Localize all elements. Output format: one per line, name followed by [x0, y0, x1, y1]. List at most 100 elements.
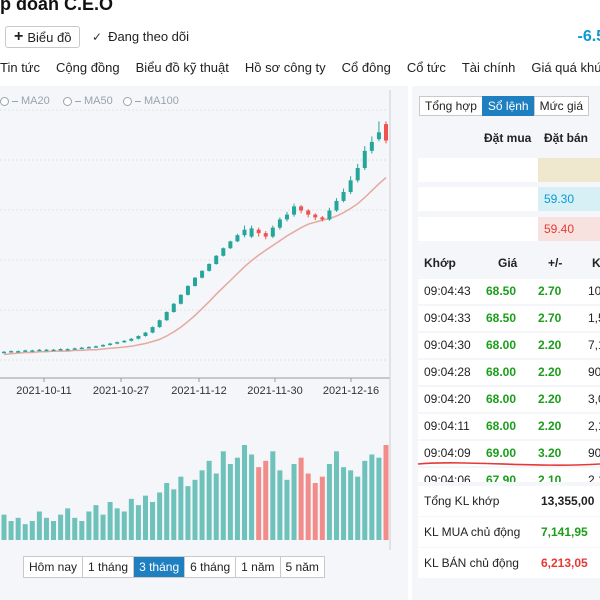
- trade-header-change: +/-: [548, 256, 563, 270]
- candle-body: [150, 327, 155, 333]
- candle-body: [79, 347, 84, 350]
- x-tick-label: 2021-11-12: [171, 385, 226, 397]
- trade-time: 09:04:28: [424, 365, 471, 379]
- trade-row: 09:04:28 68.00 2.20 90: [418, 360, 600, 385]
- candle-body: [327, 210, 332, 220]
- volume-bar: [326, 464, 332, 540]
- candle-body: [115, 342, 120, 344]
- nav-item-financials[interactable]: Tài chính: [461, 60, 516, 75]
- trade-header-volume: K: [592, 256, 600, 270]
- candle-body: [306, 210, 311, 215]
- ma-line: [3, 177, 387, 356]
- summary-label: KL MUA chủ động: [424, 525, 521, 539]
- candle-body: [157, 320, 162, 328]
- check-icon: ✓: [92, 29, 103, 44]
- trade-time: 09:04:06: [424, 473, 471, 482]
- candle-body: [376, 132, 381, 140]
- period-6m[interactable]: 6 tháng: [185, 557, 237, 577]
- volume-bar: [164, 483, 170, 540]
- candle-body: [384, 124, 388, 141]
- volume-bar: [15, 517, 21, 540]
- orderbook-header-bid: Đặt mua: [484, 131, 532, 145]
- volume-bar: [192, 479, 198, 540]
- candle-body: [86, 346, 91, 349]
- legend-ma50[interactable]: MA50: [63, 95, 113, 107]
- volume-bar: [107, 502, 113, 540]
- price-change: -6.50: [577, 28, 600, 45]
- candle-body: [72, 348, 77, 350]
- trade-price: 68.00: [486, 392, 517, 406]
- volume-bar: [270, 451, 276, 540]
- price-chart[interactable]: 2021-10-11 2021-10-27 2021-11-12 2021-11-30…: [0, 90, 400, 550]
- trade-row: 09:04:06 67.90 2.10 2,10: [418, 468, 600, 482]
- trade-time: 09:04:20: [424, 392, 471, 406]
- period-1m[interactable]: 1 tháng: [83, 557, 135, 577]
- trade-row: 09:04:33 68.50 2.70 1,50: [418, 306, 600, 331]
- volume-bar: [341, 467, 347, 540]
- volume-bar: [291, 464, 297, 540]
- candle-body: [292, 206, 297, 215]
- follow-toggle[interactable]: ✓ Đang theo dõi: [92, 29, 189, 44]
- nav-item-price-history[interactable]: Giá quá khứ: [531, 60, 600, 75]
- volume-bar: [199, 470, 205, 540]
- volume-bar: [58, 514, 64, 540]
- summary-value: 6,213,05: [541, 556, 588, 570]
- volume-bar: [86, 511, 92, 540]
- orderbook-row: [418, 158, 600, 182]
- trade-row: 09:04:11 68.00 2.20 2,10: [418, 414, 600, 439]
- nav-item-dividends[interactable]: Cổ tức: [406, 60, 446, 75]
- volume-bar: [65, 508, 71, 540]
- volume-bar: [22, 524, 28, 540]
- chart-button[interactable]: + Biểu đồ: [5, 26, 81, 48]
- trade-volume: 1,50: [588, 311, 600, 325]
- summary-label: KL BÁN chủ động: [424, 556, 519, 570]
- candle-body: [320, 217, 325, 220]
- trade-row: 09:04:20 68.00 2.20 3,00: [418, 387, 600, 412]
- trade-time: 09:04:30: [424, 338, 471, 352]
- candle-body: [348, 180, 353, 192]
- tab-orderbook[interactable]: Sổ lệnh: [481, 96, 535, 116]
- volume-bar: [114, 508, 120, 540]
- nav-item-community[interactable]: Cộng đồng: [56, 60, 120, 75]
- volume-bar: [256, 467, 262, 540]
- tab-price-levels[interactable]: Mức giá: [533, 96, 589, 116]
- trade-volume: 7,10: [588, 338, 600, 352]
- legend-ma100[interactable]: MA100: [123, 95, 179, 107]
- candle-body: [235, 235, 240, 242]
- trade-volume: 10: [588, 284, 600, 298]
- summary-label: Tổng KL khớp: [424, 494, 500, 508]
- nav-item-shareholders[interactable]: Cổ đông: [341, 60, 391, 75]
- ask-price-cell: 59.30: [538, 187, 600, 211]
- nav-item-news[interactable]: Tin tức: [0, 60, 41, 75]
- trade-header-time: Khớp: [424, 256, 456, 270]
- volume-bar: [1, 514, 7, 540]
- volume-bar: [242, 445, 248, 540]
- volume-bar: [220, 451, 226, 540]
- volume-bar: [171, 489, 177, 540]
- volume-bar: [355, 476, 361, 540]
- period-1y[interactable]: 1 năm: [236, 557, 281, 577]
- period-3m[interactable]: 3 tháng: [134, 557, 186, 577]
- candle-body: [9, 351, 14, 353]
- volume-bar: [369, 454, 375, 540]
- trade-change: 2.70: [538, 284, 562, 298]
- period-today[interactable]: Hôm nay: [24, 557, 84, 577]
- trade-row: 09:04:30 68.00 2.20 7,10: [418, 333, 600, 358]
- volume-bar: [121, 511, 127, 540]
- legend-label: MA100: [144, 95, 179, 107]
- ma-toggle-icon: [0, 96, 9, 106]
- volume-bar: [79, 521, 85, 540]
- candle-body: [136, 336, 141, 339]
- volume-bar: [142, 495, 148, 540]
- page-title: p đoàn C.E.O: [0, 0, 114, 14]
- trade-change: 2.70: [538, 311, 562, 325]
- nav-item-technical-chart[interactable]: Biểu đồ kỹ thuật: [135, 60, 229, 75]
- volume-bar: [376, 457, 382, 540]
- nav-item-company-profile[interactable]: Hồ sơ công ty: [244, 60, 326, 75]
- period-5y[interactable]: 5 năm: [285, 560, 319, 574]
- candle-body: [207, 264, 212, 271]
- trade-price: 68.50: [486, 311, 517, 325]
- tab-summary[interactable]: Tổng hợp: [419, 96, 483, 116]
- trade-price: 67.90: [486, 473, 517, 482]
- legend-ma20[interactable]: MA20: [0, 95, 50, 107]
